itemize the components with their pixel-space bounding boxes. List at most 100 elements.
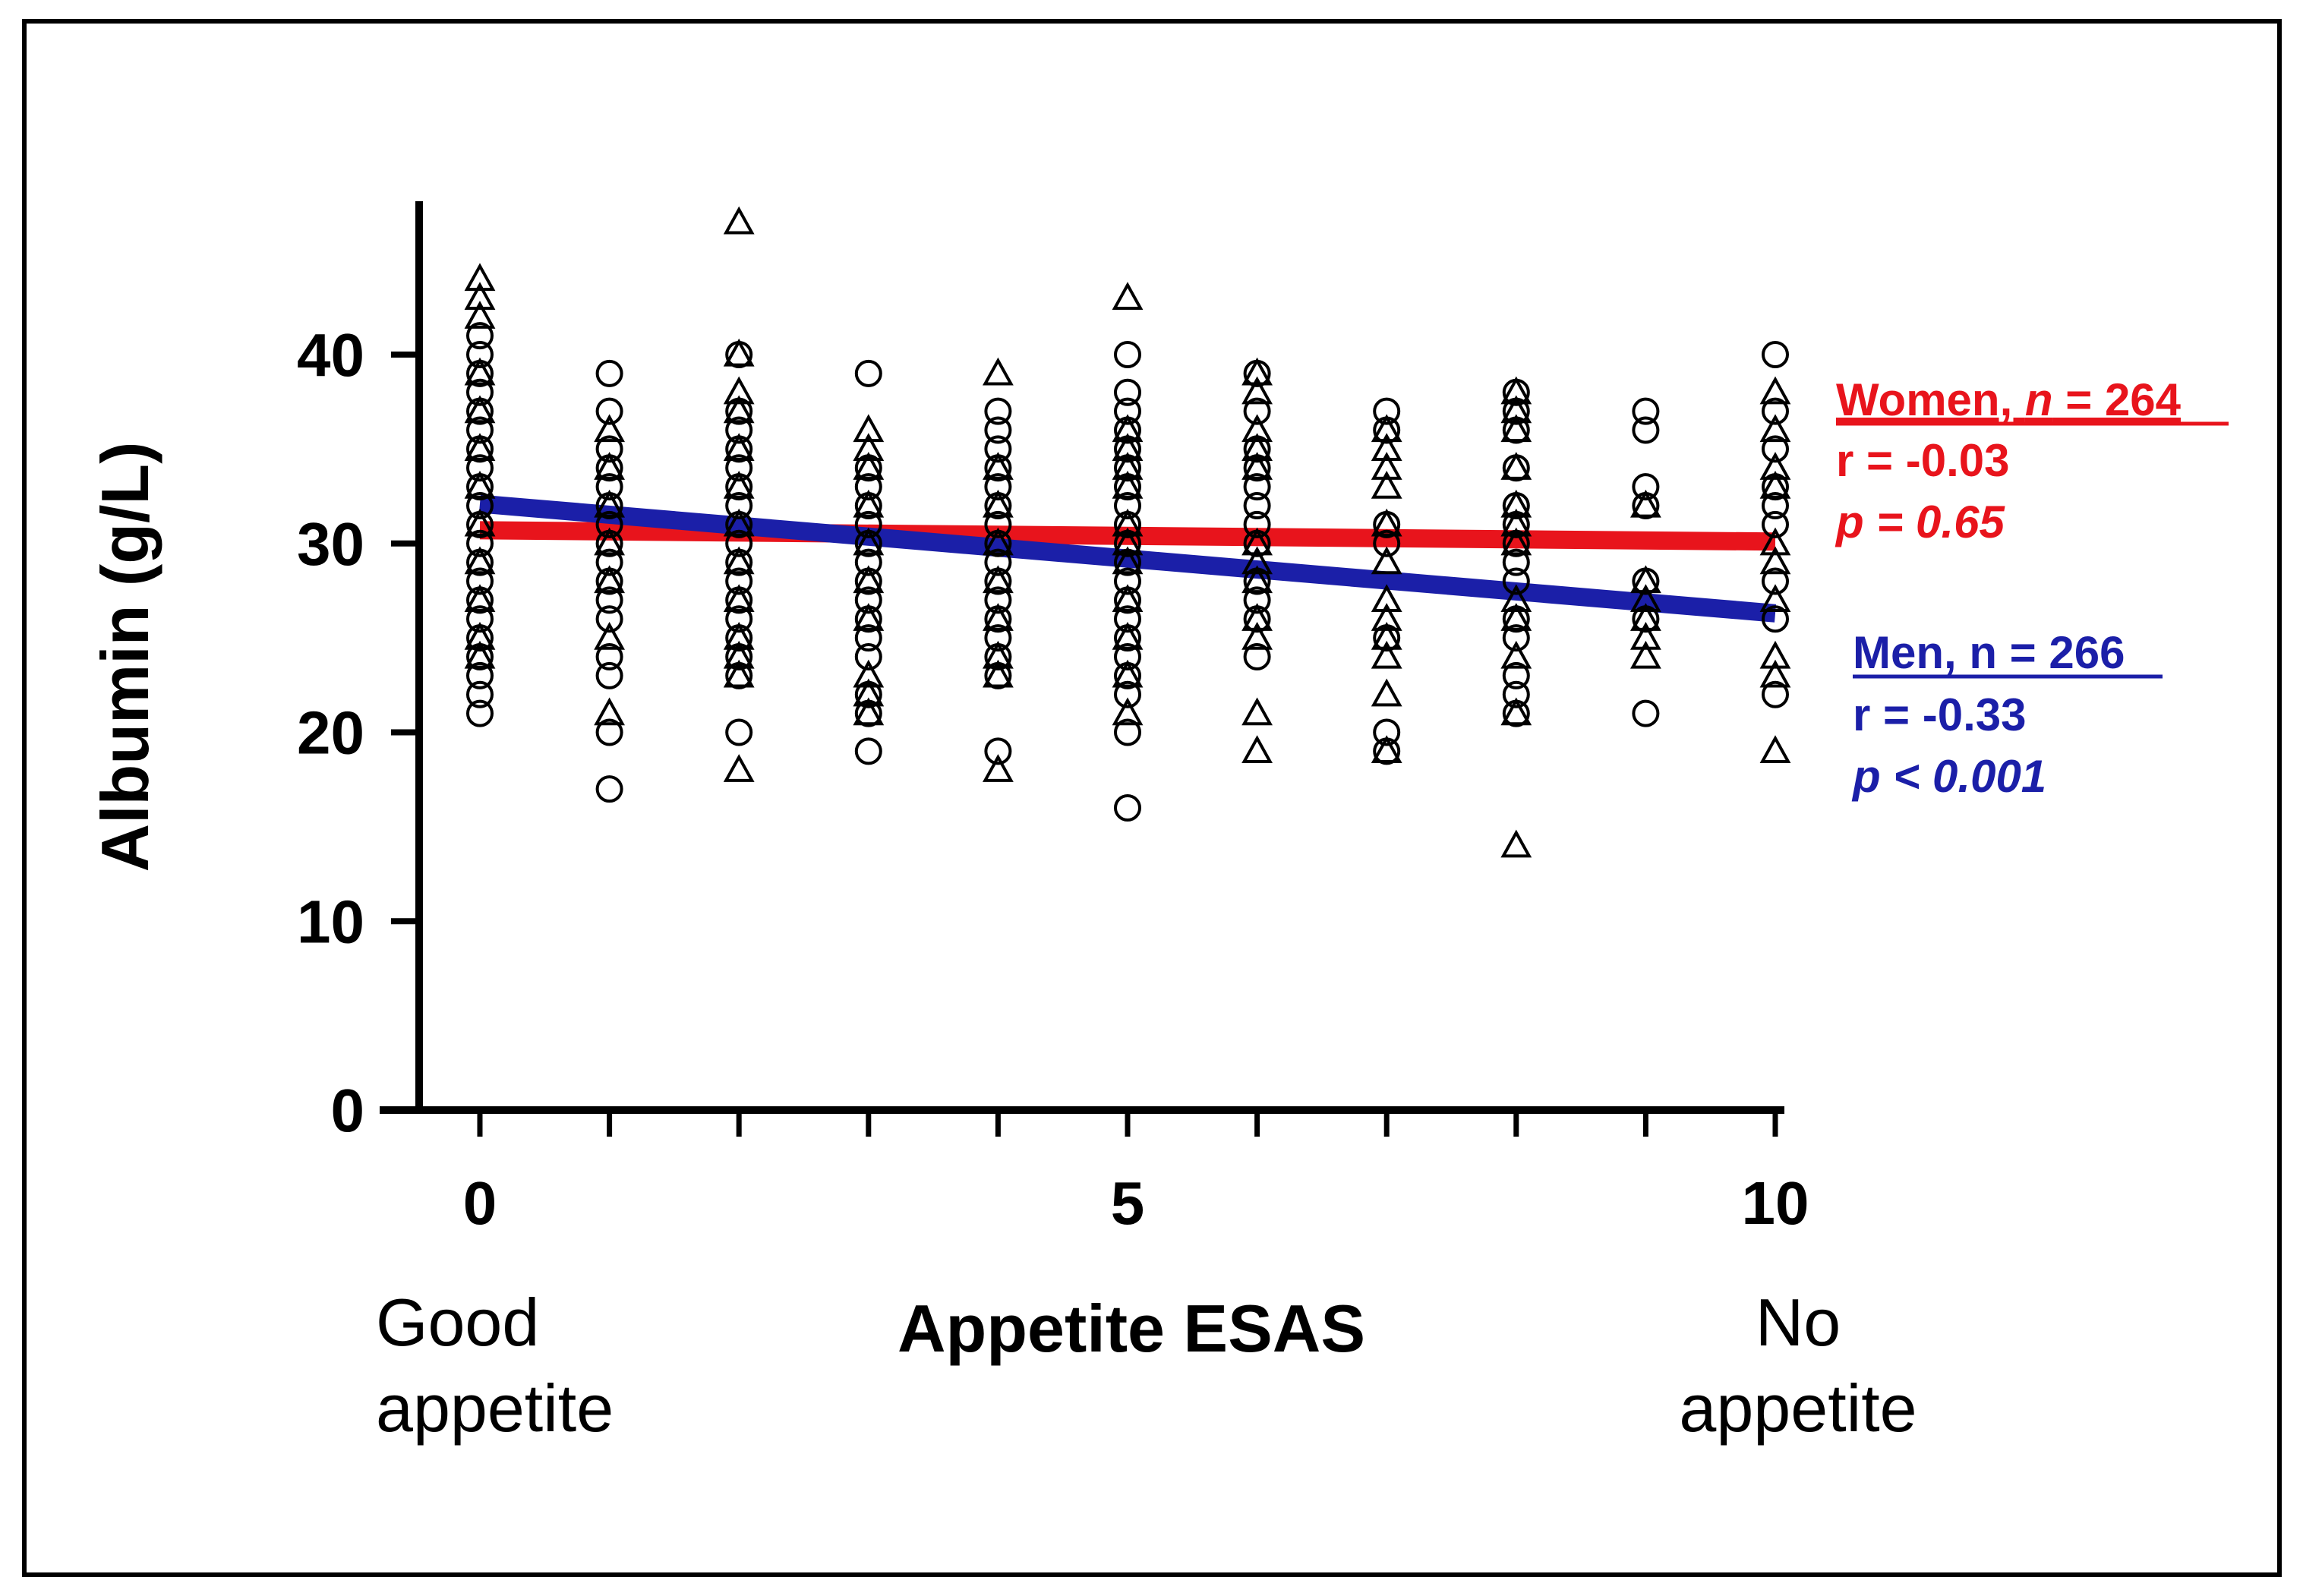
point-triangle — [853, 527, 885, 556]
point-triangle — [594, 452, 625, 480]
point-triangle — [1500, 527, 1532, 556]
point-triangle — [1630, 622, 1661, 650]
point-circle — [1762, 435, 1789, 463]
point-triangle — [983, 489, 1014, 518]
legend-women-p: p = 0.65 — [1835, 497, 2005, 547]
point-triangle — [1630, 489, 1661, 518]
point-circle — [595, 397, 623, 425]
point-circle — [984, 586, 1012, 614]
point-triangle — [853, 414, 885, 443]
point-circle — [1762, 605, 1789, 633]
point-triangle — [1241, 527, 1273, 556]
point-triangle — [1759, 546, 1791, 575]
point-triangle — [1759, 471, 1791, 499]
point-triangle — [1500, 395, 1532, 424]
point-circle — [1373, 718, 1401, 746]
point-circle — [1373, 529, 1401, 557]
point-circle — [466, 341, 494, 368]
point-circle — [466, 492, 494, 519]
legend-women: Women, n = 264 r = -0.03 p = 0.65 — [1835, 374, 2229, 547]
point-triangle — [1112, 697, 1144, 726]
point-triangle — [853, 452, 885, 480]
point-circle — [1114, 605, 1141, 633]
point-triangle — [464, 357, 496, 386]
point-circle — [595, 473, 623, 501]
point-circle — [1114, 397, 1141, 425]
point-circle — [595, 586, 623, 614]
point-triangle — [853, 489, 885, 518]
point-circle — [1243, 643, 1271, 670]
point-triangle — [1112, 471, 1144, 499]
point-triangle — [1500, 640, 1532, 669]
fit-line-men — [478, 494, 1777, 623]
x-ticks: 0 5 10 — [463, 1110, 1809, 1237]
point-circle — [1762, 397, 1789, 425]
point-triangle — [983, 754, 1014, 782]
point-triangle — [853, 697, 885, 726]
point-triangle — [1371, 640, 1402, 669]
point-triangle — [1500, 697, 1532, 726]
point-triangle — [1500, 584, 1532, 612]
point-triangle — [1500, 603, 1532, 631]
point-triangle — [464, 508, 496, 537]
point-triangle — [723, 640, 755, 669]
point-circle — [984, 737, 1012, 765]
point-triangle — [1759, 527, 1791, 556]
point-circle — [595, 605, 623, 633]
point-triangle — [1500, 414, 1532, 443]
point-circle — [595, 510, 623, 538]
point-triangle — [1241, 565, 1273, 594]
point-triangle — [723, 508, 755, 537]
point-triangle — [1241, 697, 1273, 726]
point-circle — [595, 643, 623, 670]
point-circle — [1243, 492, 1271, 519]
y-tick-label-30: 30 — [297, 510, 364, 578]
legend-women-r: r = -0.03 — [1836, 435, 2010, 486]
point-triangle — [1112, 546, 1144, 575]
point-circle — [725, 718, 753, 746]
point-triangle — [1371, 452, 1402, 480]
point-triangle — [723, 338, 755, 367]
point-triangle — [1371, 678, 1402, 707]
point-triangle — [464, 584, 496, 612]
point-triangle — [1112, 452, 1144, 480]
point-triangle — [1759, 640, 1791, 669]
y-ticks: 0 10 20 30 40 — [297, 321, 419, 1144]
point-triangle — [1371, 508, 1402, 537]
point-triangle — [1241, 433, 1273, 461]
point-circle — [466, 605, 494, 633]
point-triangle — [1241, 414, 1273, 443]
point-circle — [1243, 473, 1271, 501]
point-triangle — [983, 640, 1014, 669]
point-triangle — [1759, 735, 1791, 763]
y-tick-label-40: 40 — [297, 321, 364, 389]
point-triangle — [1500, 376, 1532, 405]
point-triangle — [594, 489, 625, 518]
point-circle — [725, 567, 753, 595]
point-circle — [1632, 473, 1660, 501]
point-triangle — [723, 754, 755, 782]
y-tick-label-0: 0 — [331, 1077, 365, 1144]
point-circle — [725, 529, 753, 557]
point-triangle — [1630, 603, 1661, 631]
x-tick-label-0: 0 — [463, 1169, 497, 1237]
y-axis-title: Albumin (g/L) — [87, 442, 162, 872]
point-circle — [984, 510, 1012, 538]
point-triangle — [464, 395, 496, 424]
point-triangle — [1759, 659, 1791, 688]
point-triangle — [853, 659, 885, 688]
point-circle — [466, 567, 494, 595]
point-circle — [595, 548, 623, 576]
point-circle — [984, 397, 1012, 425]
point-triangle — [723, 546, 755, 575]
point-circle — [466, 680, 494, 708]
point-triangle — [1759, 414, 1791, 443]
series-men — [464, 206, 1791, 858]
point-triangle — [1759, 452, 1791, 480]
point-circle — [854, 624, 882, 652]
point-triangle — [853, 433, 885, 461]
point-triangle — [1630, 565, 1661, 594]
point-triangle — [1759, 376, 1791, 405]
point-triangle — [723, 433, 755, 461]
